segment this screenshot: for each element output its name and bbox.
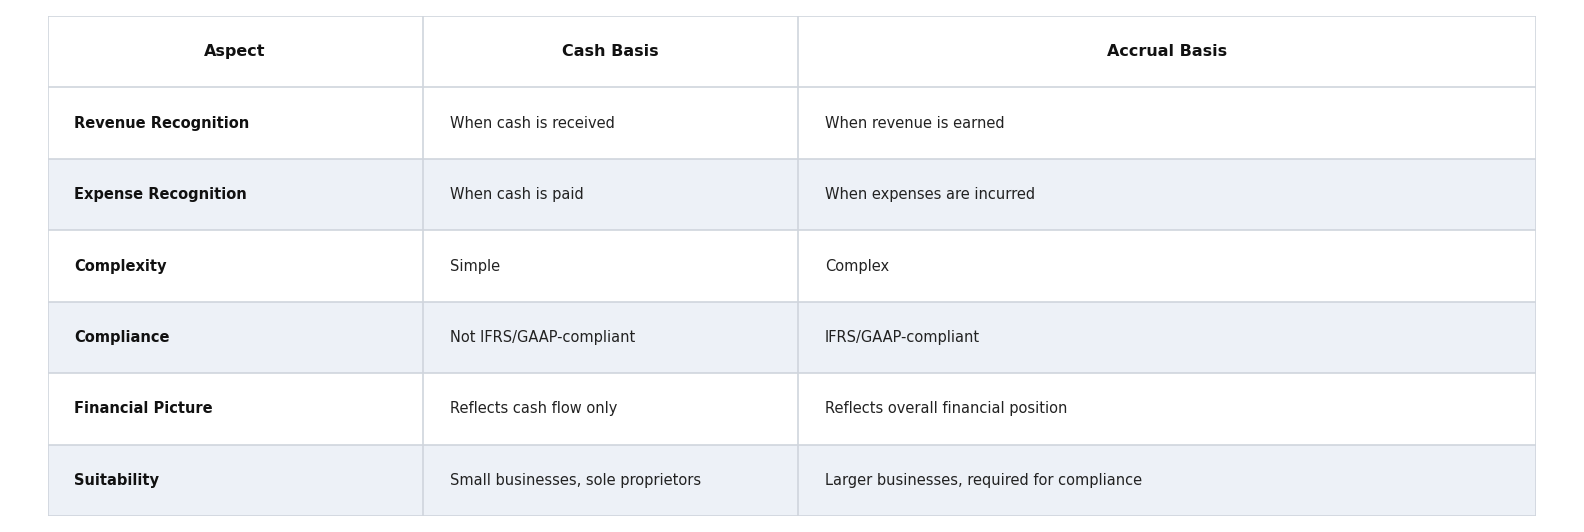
Text: When cash is received: When cash is received (450, 115, 615, 131)
Text: IFRS/GAAP-compliant: IFRS/GAAP-compliant (825, 330, 980, 345)
Text: Simple: Simple (450, 259, 499, 273)
Text: Larger businesses, required for compliance: Larger businesses, required for complian… (825, 473, 1142, 488)
Bar (48, 87, 1536, 159)
Text: Expense Recognition: Expense Recognition (74, 187, 247, 202)
Text: Revenue Recognition: Revenue Recognition (74, 115, 250, 131)
Text: Suitability: Suitability (74, 473, 160, 488)
Text: When cash is paid: When cash is paid (450, 187, 583, 202)
Text: Reflects cash flow only: Reflects cash flow only (450, 401, 616, 417)
Text: Complex: Complex (825, 259, 889, 273)
Text: Aspect: Aspect (204, 44, 266, 59)
Text: Complexity: Complexity (74, 259, 166, 273)
Text: Cash Basis: Cash Basis (562, 44, 659, 59)
Bar (48, 302, 1536, 373)
Bar (48, 230, 1536, 302)
Text: When expenses are incurred: When expenses are incurred (825, 187, 1034, 202)
Text: Small businesses, sole proprietors: Small businesses, sole proprietors (450, 473, 700, 488)
Bar (48, 445, 1536, 516)
Text: Compliance: Compliance (74, 330, 169, 345)
Text: When revenue is earned: When revenue is earned (825, 115, 1004, 131)
Text: Reflects overall financial position: Reflects overall financial position (825, 401, 1068, 417)
Bar (48, 16, 1536, 87)
Text: Accrual Basis: Accrual Basis (1107, 44, 1228, 59)
Bar (48, 159, 1536, 230)
Text: Financial Picture: Financial Picture (74, 401, 212, 417)
Bar (48, 373, 1536, 445)
Text: Not IFRS/GAAP-compliant: Not IFRS/GAAP-compliant (450, 330, 635, 345)
